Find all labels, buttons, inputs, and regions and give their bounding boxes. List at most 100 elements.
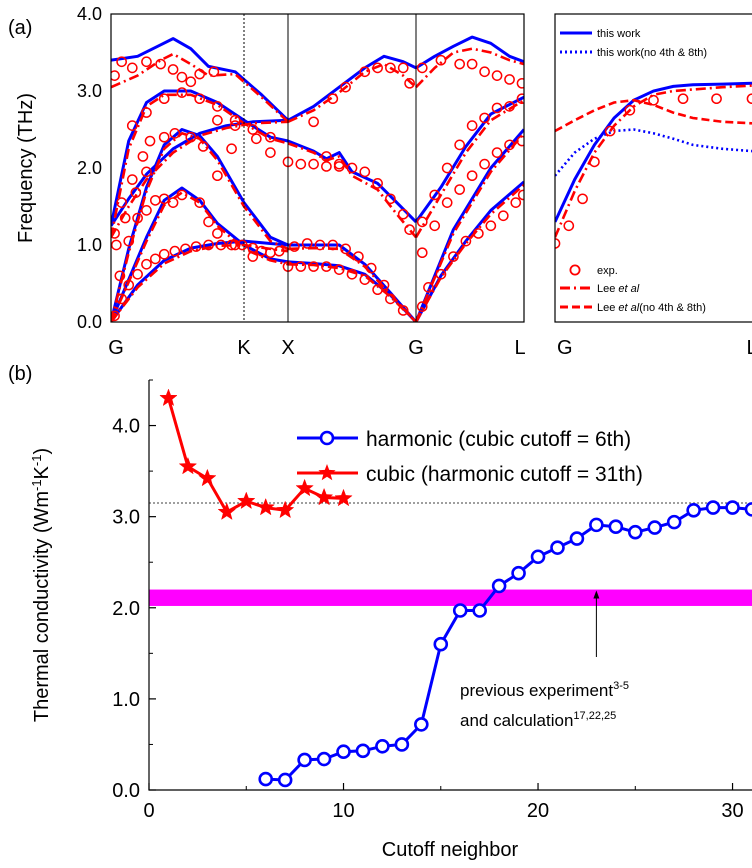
- legend-label: this work: [597, 28, 641, 40]
- data-point-circle: [608, 519, 624, 534]
- inset-plot-area: [555, 81, 752, 249]
- previous-range-band-rect: [149, 589, 752, 606]
- data-point-circle: [705, 500, 721, 515]
- exp-point: [441, 197, 453, 208]
- inset-legend: this work this work(no 4th & 8th) exp. Lee …: [560, 28, 707, 314]
- exp-point: [441, 162, 453, 174]
- ylabel-sup2: -1: [29, 455, 44, 467]
- exp-point: [404, 224, 415, 235]
- ylabel-close: ): [31, 448, 53, 455]
- exp-point: [466, 120, 478, 132]
- series-line: [265, 506, 752, 782]
- exp-point: [111, 239, 122, 251]
- data-point-circle: [550, 540, 565, 555]
- exp-point: [510, 197, 522, 208]
- exp-point: [111, 70, 120, 81]
- legend-label: Lee et al: [597, 283, 640, 295]
- dispersion-branch: [287, 263, 417, 322]
- exp-point: [416, 247, 428, 259]
- inset-exp-point: [604, 125, 616, 137]
- ytick-label: 1.0: [77, 235, 102, 255]
- exp-point: [114, 270, 126, 282]
- exp-point: [491, 147, 503, 158]
- exp-point: [190, 241, 202, 252]
- xtick-label: X: [281, 337, 294, 359]
- legend-label: cubic (harmonic cutoff = 31th): [366, 463, 643, 486]
- ytick-label: 0.0: [77, 312, 102, 332]
- panel-b-axes: [148, 380, 752, 791]
- exp-point: [378, 279, 390, 291]
- dispersion-branch: [414, 183, 524, 322]
- data-point-circle: [258, 771, 274, 787]
- exp-point: [229, 114, 241, 126]
- exp-point: [265, 147, 276, 158]
- exp-point: [212, 114, 223, 126]
- exp-point: [295, 158, 307, 170]
- data-point-circle: [627, 524, 643, 540]
- exp-point: [149, 253, 161, 265]
- xtick-label: G: [108, 337, 124, 359]
- dispersion-branch: [111, 132, 289, 322]
- ylabel-sup1: -1: [29, 479, 44, 491]
- exp-point: [289, 241, 300, 252]
- legend-label: harmonic (cubic cutoff = 6th): [366, 428, 631, 451]
- dispersion-branch: [111, 52, 289, 123]
- inset-xtick-label: L: [746, 337, 752, 359]
- exp-point: [479, 112, 490, 124]
- exp-point: [454, 58, 465, 70]
- panel-b-ylabel: Thermal conductivity (Wm-1K-1): [29, 448, 53, 722]
- ylabel-k: K: [31, 465, 53, 479]
- exp-point: [137, 151, 149, 162]
- ytick-label: 4.0: [112, 416, 140, 438]
- exp-point: [479, 66, 490, 78]
- inset-exp-point: [563, 220, 575, 232]
- data-point-circle: [569, 531, 585, 546]
- data-point-star: [178, 456, 198, 475]
- panel-b-xticklabels: 0 10 20 30: [143, 783, 744, 822]
- inset-frame: [554, 13, 752, 323]
- exp-point: [141, 258, 152, 270]
- data-point-star: [198, 468, 217, 487]
- xtick-label: 30: [721, 800, 743, 822]
- data-point-star: [295, 478, 314, 497]
- data-point-circle: [316, 751, 332, 767]
- exp-point: [397, 62, 409, 74]
- exp-point: [167, 197, 179, 208]
- exp-point: [226, 143, 237, 155]
- legend-marker: [319, 430, 335, 446]
- data-point-circle: [414, 717, 429, 732]
- dispersion-branch: [287, 142, 417, 239]
- exp-point: [321, 161, 332, 172]
- exp-point: [194, 197, 206, 208]
- data-point-star: [159, 388, 178, 407]
- xtick-label: G: [408, 337, 424, 359]
- exp-point: [149, 194, 161, 206]
- panel-b-yticklabels: 0.0 1.0 2.0 3.0 4.0: [112, 379, 156, 802]
- exp-point: [155, 58, 167, 70]
- legend-label: Lee et al(no 4th & 8th): [597, 302, 706, 314]
- ytick-label: 0.0: [112, 780, 140, 802]
- inset-xticklabels: GL: [557, 337, 752, 359]
- exp-point: [158, 193, 170, 205]
- exp-point: [466, 170, 478, 182]
- panel-a-label: (a): [8, 17, 32, 39]
- data-point-circle: [686, 502, 701, 518]
- data-point-circle: [744, 502, 752, 517]
- exp-point: [333, 264, 345, 275]
- xtick-label: 10: [332, 800, 354, 822]
- exp-point: [208, 66, 220, 78]
- data-point-circle: [491, 578, 507, 594]
- data-point-circle: [394, 737, 410, 752]
- exp-point: [448, 251, 459, 262]
- exp-point: [385, 193, 396, 205]
- exp-point: [479, 158, 490, 170]
- previous-work-annotation: previous experiment3-5 and calculation17,…: [460, 590, 629, 730]
- exp-point: [516, 93, 524, 105]
- exp-point: [169, 128, 181, 139]
- exp-point: [372, 178, 383, 189]
- dispersion-branch: [287, 139, 418, 223]
- data-point-circle: [647, 520, 663, 535]
- inset-exp-point: [577, 193, 588, 205]
- exp-point: [169, 245, 181, 257]
